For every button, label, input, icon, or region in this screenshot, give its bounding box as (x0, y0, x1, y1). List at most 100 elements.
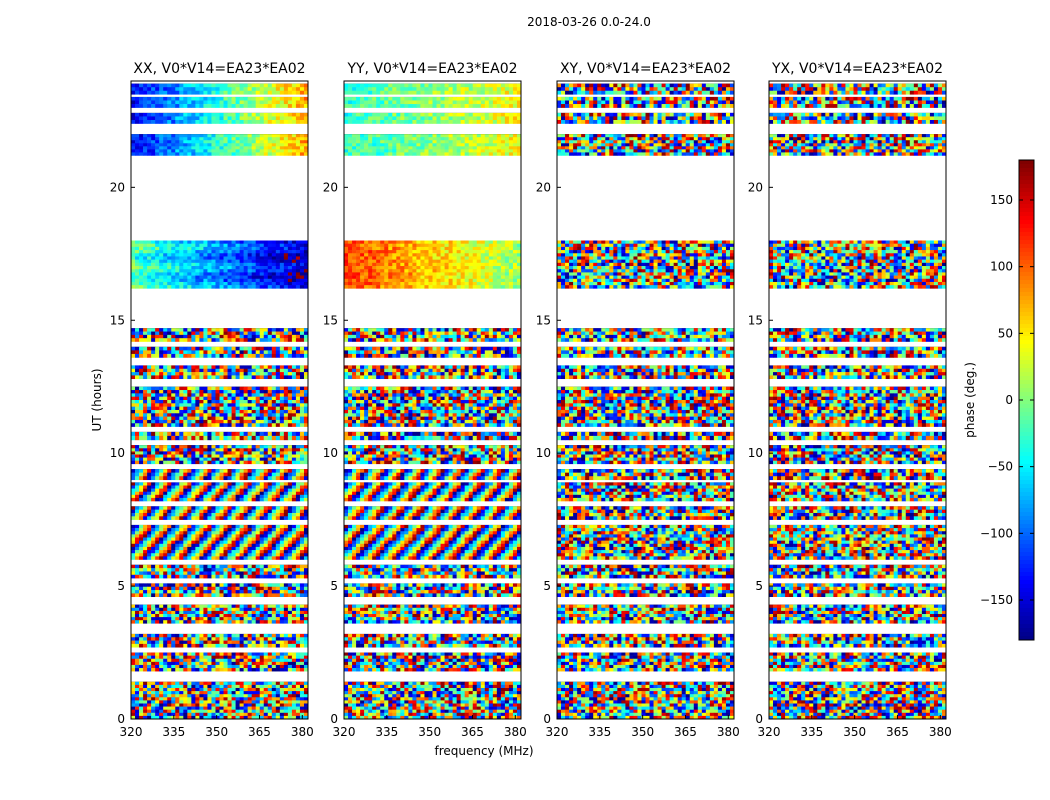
colorbar-swatch (1019, 528, 1034, 533)
colorbar-swatch (1019, 240, 1034, 245)
x-tick-label: 335 (162, 725, 185, 739)
x-tick-label: 365 (674, 725, 697, 739)
colorbar-swatch (1019, 484, 1034, 489)
colorbar-swatch (1019, 260, 1034, 265)
colorbar-swatch (1019, 340, 1034, 345)
colorbar-swatch (1019, 264, 1034, 269)
x-tick-label: 380 (717, 725, 740, 739)
colorbar-swatch (1019, 280, 1034, 285)
colorbar-tick-label: −50 (988, 460, 1013, 474)
colorbar-swatch (1019, 300, 1034, 305)
colorbar-swatch (1019, 448, 1034, 453)
colorbar-swatch (1019, 424, 1034, 429)
colorbar-swatch (1019, 364, 1034, 369)
colorbar-swatch (1019, 220, 1034, 225)
colorbar-swatch (1019, 584, 1034, 589)
panel-title: XY, V0*V14=EA23*EA02 (560, 61, 731, 77)
colorbar-swatch (1019, 572, 1034, 577)
colorbar-swatch (1019, 352, 1034, 357)
colorbar-swatch (1019, 204, 1034, 209)
colorbar-swatch (1019, 444, 1034, 449)
colorbar-swatch (1019, 176, 1034, 181)
y-tick-label: 10 (748, 446, 763, 460)
colorbar-swatch (1019, 412, 1034, 417)
colorbar-swatch (1019, 408, 1034, 413)
colorbar-swatch (1019, 524, 1034, 529)
y-tick-label: 15 (323, 313, 338, 327)
y-tick-label: 0 (755, 712, 763, 726)
colorbar-swatch (1019, 308, 1034, 313)
x-tick-label: 320 (120, 725, 143, 739)
colorbar-swatch (1019, 400, 1034, 405)
panel-frame (556, 80, 735, 720)
colorbar-swatch (1019, 596, 1034, 601)
colorbar-swatch (1019, 372, 1034, 377)
colorbar-swatch (1019, 544, 1034, 549)
colorbar-swatch (1019, 432, 1034, 437)
colorbar-swatch (1019, 288, 1034, 293)
colorbar-swatch (1019, 376, 1034, 381)
colorbar-swatch (1019, 332, 1034, 337)
heatmap-cells (557, 83, 734, 719)
colorbar-swatch (1019, 284, 1034, 289)
y-tick-label: 20 (748, 180, 763, 194)
y-tick-label: 10 (323, 446, 338, 460)
colorbar-swatch (1019, 360, 1034, 365)
y-tick-label: 15 (536, 313, 551, 327)
y-tick-label: 0 (117, 712, 125, 726)
colorbar-swatch (1019, 580, 1034, 585)
colorbar-swatch (1019, 436, 1034, 441)
colorbar-swatch (1019, 276, 1034, 281)
colorbar-swatch (1019, 416, 1034, 421)
colorbar-swatch (1019, 516, 1034, 521)
axis-labels-group: UT (hours) frequency (MHz) (90, 368, 534, 758)
colorbar-tick-label: 100 (990, 260, 1013, 274)
colorbar-tick-label: 50 (998, 326, 1013, 340)
colorbar-swatch (1019, 268, 1034, 273)
colorbar-swatch (1019, 348, 1034, 353)
colorbar-swatch (1019, 244, 1034, 249)
colorbar-swatch (1019, 460, 1034, 465)
colorbar-swatch (1019, 396, 1034, 401)
panel-title: YY, V0*V14=EA23*EA02 (346, 61, 517, 77)
colorbar-swatch (1019, 180, 1034, 185)
colorbar-swatch (1019, 472, 1034, 477)
y-tick-label: 5 (330, 579, 338, 593)
colorbar-swatch (1019, 296, 1034, 301)
colorbar-swatch (1019, 420, 1034, 425)
y-tick-label: 0 (543, 712, 551, 726)
colorbar-swatch (1019, 592, 1034, 597)
panels-group: XX, V0*V14=EA23*EA02 320 335 350 365 380 0 5 10 1… (110, 61, 952, 739)
colorbar-swatch (1019, 312, 1034, 317)
colorbar-swatch (1019, 604, 1034, 609)
colorbar-swatch (1019, 564, 1034, 569)
colorbar-swatch (1019, 160, 1034, 165)
y-tick-label: 5 (755, 579, 763, 593)
colorbar-swatch (1019, 532, 1034, 537)
colorbar-swatch (1019, 428, 1034, 433)
x-tick-label: 320 (546, 725, 569, 739)
colorbar-swatch (1019, 404, 1034, 409)
colorbar-swatch (1019, 476, 1034, 481)
colorbar-swatch (1019, 192, 1034, 197)
panel-xx: XX, V0*V14=EA23*EA02 320 335 350 365 380 0 5 10 1… (110, 61, 314, 739)
colorbar: 150 100 50 0 −50 −100 −150 phase (deg.) (963, 159, 1035, 641)
x-tick-label: 350 (205, 725, 228, 739)
colorbar-swatch (1019, 388, 1034, 393)
y-tick-label: 5 (117, 579, 125, 593)
x-tick-label: 320 (333, 725, 356, 739)
colorbar-swatch (1019, 492, 1034, 497)
colorbar-swatch (1019, 368, 1034, 373)
panel-title: YX, V0*V14=EA23*EA02 (771, 61, 943, 77)
colorbar-swatch (1019, 576, 1034, 581)
colorbar-tick-label: −100 (980, 526, 1013, 540)
x-axis-label: frequency (MHz) (434, 744, 533, 758)
colorbar-swatch (1019, 600, 1034, 605)
colorbar-label: phase (deg.) (963, 362, 977, 438)
colorbar-swatch (1019, 468, 1034, 473)
x-tick-label: 335 (375, 725, 398, 739)
colorbar-swatch (1019, 384, 1034, 389)
colorbar-swatch (1019, 392, 1034, 397)
y-tick-label: 10 (110, 446, 125, 460)
